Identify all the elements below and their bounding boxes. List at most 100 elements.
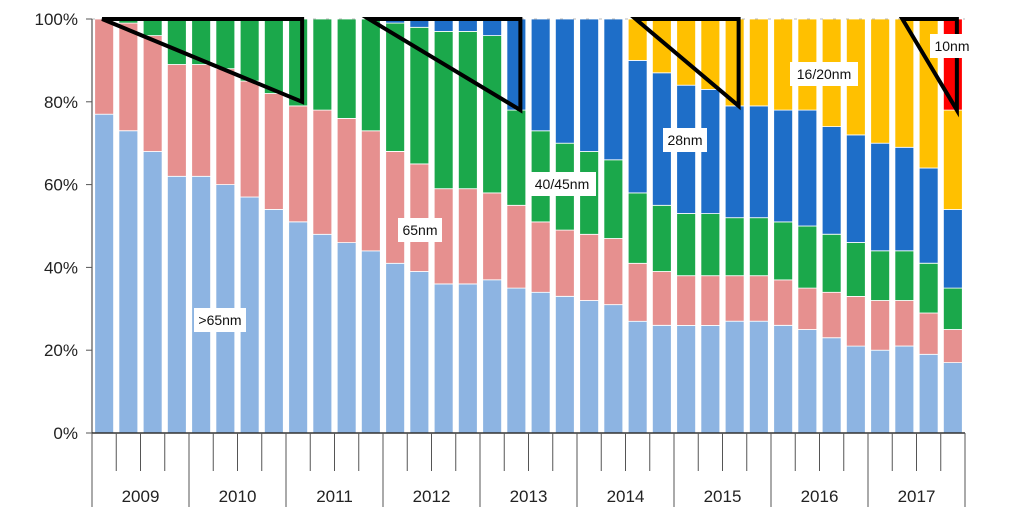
bar-segment-65nm-3 bbox=[166, 175, 187, 434]
bar-segment-65nm-0 bbox=[94, 113, 114, 434]
bar-segment-65nm-11 bbox=[360, 130, 381, 252]
bar-segment-4045nm-35 bbox=[943, 287, 963, 330]
series-label-box bbox=[194, 308, 246, 332]
bar-segment-28nm-22 bbox=[627, 60, 648, 194]
bar-segment-4045nm-33 bbox=[894, 250, 915, 301]
x-year-label: 2013 bbox=[510, 487, 548, 506]
bar-segment-65nm-10 bbox=[336, 242, 357, 434]
bar-segment-28nm-29 bbox=[797, 109, 818, 227]
y-tick-label: 60% bbox=[44, 176, 78, 195]
trend-triangle bbox=[630, 17, 741, 111]
bar-segment-65nm-24 bbox=[676, 324, 697, 434]
bar-segment-65nm-29 bbox=[797, 287, 818, 330]
y-tick-label: 40% bbox=[44, 258, 78, 277]
bar-segment-65nm-16 bbox=[482, 279, 503, 434]
bar-segment-65nm-7 bbox=[263, 208, 284, 434]
bar-segment-65nm-18 bbox=[530, 291, 551, 434]
bar-segment-65nm-20 bbox=[579, 233, 600, 301]
series-label: 40/45nm bbox=[535, 176, 589, 192]
bar-segment-65nm-5 bbox=[215, 68, 236, 185]
bar-segment-28nm-26 bbox=[724, 105, 745, 219]
bar-segment-4045nm-5 bbox=[215, 18, 236, 70]
bar-segment-65nm-9 bbox=[312, 233, 333, 434]
bar-segment-65nm-20 bbox=[579, 300, 600, 434]
bar-segment-65nm-19 bbox=[555, 229, 575, 297]
trend-triangle bbox=[101, 17, 305, 105]
bar-segment-65nm-23 bbox=[652, 271, 672, 326]
bar-segment-65nm-31 bbox=[846, 295, 866, 347]
bar-segment-28nm-30 bbox=[821, 126, 842, 235]
bar-segment-4045nm-2 bbox=[142, 18, 163, 37]
bar-segment-65nm-12 bbox=[385, 151, 406, 264]
bar-segment-65nm-19 bbox=[555, 295, 575, 434]
bar-segment-1620nm-33 bbox=[894, 18, 915, 148]
bar-segment-4045nm-8 bbox=[288, 18, 309, 107]
bar-segment-65nm-2 bbox=[142, 151, 163, 434]
bar-segment-65nm-13 bbox=[409, 163, 430, 272]
bar-segment-4045nm-27 bbox=[749, 217, 769, 277]
bar-segment-4045nm-3 bbox=[166, 18, 187, 65]
series-label: 28nm bbox=[667, 132, 702, 148]
bar-segment-4045nm-6 bbox=[239, 18, 260, 82]
series-label: 65nm bbox=[402, 222, 437, 238]
bar-segment-28nm-27 bbox=[749, 105, 769, 219]
bar-segment-65nm-23 bbox=[652, 324, 672, 434]
bar-segment-65nm-7 bbox=[263, 93, 284, 210]
series-label: >65nm bbox=[198, 312, 241, 328]
bar-segment-65nm-25 bbox=[700, 324, 721, 434]
x-year-label: 2012 bbox=[413, 487, 451, 506]
bar-segment-4045nm-11 bbox=[360, 18, 381, 132]
bar-segment-65nm-11 bbox=[360, 250, 381, 434]
bar-segment-65nm-13 bbox=[409, 271, 430, 434]
bar-segment-28nm-19 bbox=[555, 18, 575, 144]
bar-segment-65nm-33 bbox=[894, 345, 915, 434]
bar-segment-65nm-30 bbox=[821, 337, 842, 434]
x-year-label: 2009 bbox=[122, 487, 160, 506]
bar-segment-65nm-35 bbox=[943, 362, 963, 434]
bar-segment-65nm-32 bbox=[870, 300, 891, 351]
bar-segment-4045nm-34 bbox=[918, 262, 939, 314]
bar-segment-4045nm-24 bbox=[676, 213, 697, 277]
bar-segment-65nm-3 bbox=[166, 64, 187, 177]
bar-segment-28nm-28 bbox=[773, 109, 794, 223]
bar-segment-4045nm-9 bbox=[312, 18, 333, 111]
y-tick-label: 80% bbox=[44, 93, 78, 112]
x-year-label: 2017 bbox=[898, 487, 936, 506]
bar-segment-65nm-1 bbox=[118, 130, 139, 434]
bar-segment-4045nm-15 bbox=[457, 30, 478, 190]
bar-segment-1620nm-35 bbox=[943, 109, 963, 210]
bar-segment-65nm-22 bbox=[627, 320, 648, 434]
bar-segment-1620nm-28 bbox=[773, 18, 794, 111]
bar-segment-4045nm-14 bbox=[433, 30, 454, 190]
bar-segment-4045nm-22 bbox=[627, 192, 648, 264]
series-label-box bbox=[930, 34, 974, 58]
bar-segment-65nm-21 bbox=[603, 304, 624, 434]
bar-segment-10nm-35 bbox=[943, 18, 963, 111]
bar-segment-65nm-17 bbox=[506, 287, 527, 434]
bar-segment-65nm-17 bbox=[506, 204, 527, 289]
bar-segment-4045nm-25 bbox=[700, 213, 721, 277]
bar-segment-4045nm-23 bbox=[652, 204, 672, 272]
bar-segment-65nm-35 bbox=[943, 329, 963, 363]
bar-segment-4045nm-16 bbox=[482, 35, 503, 194]
bar-segment-28nm-31 bbox=[846, 134, 866, 243]
series-labels: >65nm 65nm 40/45nm 28nm 16/20nm 10nm bbox=[194, 34, 974, 332]
bar-segment-65nm-32 bbox=[870, 349, 891, 434]
bar-segment-65nm-26 bbox=[724, 320, 745, 434]
bar-segment-65nm-22 bbox=[627, 262, 648, 322]
bar-segment-65nm-24 bbox=[676, 275, 697, 326]
bar-segment-28nm-16 bbox=[482, 18, 503, 37]
bar-segment-65nm-0 bbox=[94, 18, 114, 115]
bar-segment-65nm-15 bbox=[457, 188, 478, 285]
series-label-box bbox=[528, 172, 596, 196]
bar-segment-28nm-33 bbox=[894, 146, 915, 252]
bar-segment-4045nm-26 bbox=[724, 217, 745, 277]
series-label: 10nm bbox=[934, 38, 969, 54]
bar-segment-4045nm-28 bbox=[773, 221, 794, 281]
bar-segment-65nm-18 bbox=[530, 221, 551, 293]
x-year-label: 2016 bbox=[801, 487, 839, 506]
bar-segment-4045nm-32 bbox=[870, 250, 891, 301]
bar-segment-28nm-34 bbox=[918, 167, 939, 264]
bar-segment-4045nm-17 bbox=[506, 109, 527, 206]
bar-segment-65nm-27 bbox=[749, 320, 769, 434]
